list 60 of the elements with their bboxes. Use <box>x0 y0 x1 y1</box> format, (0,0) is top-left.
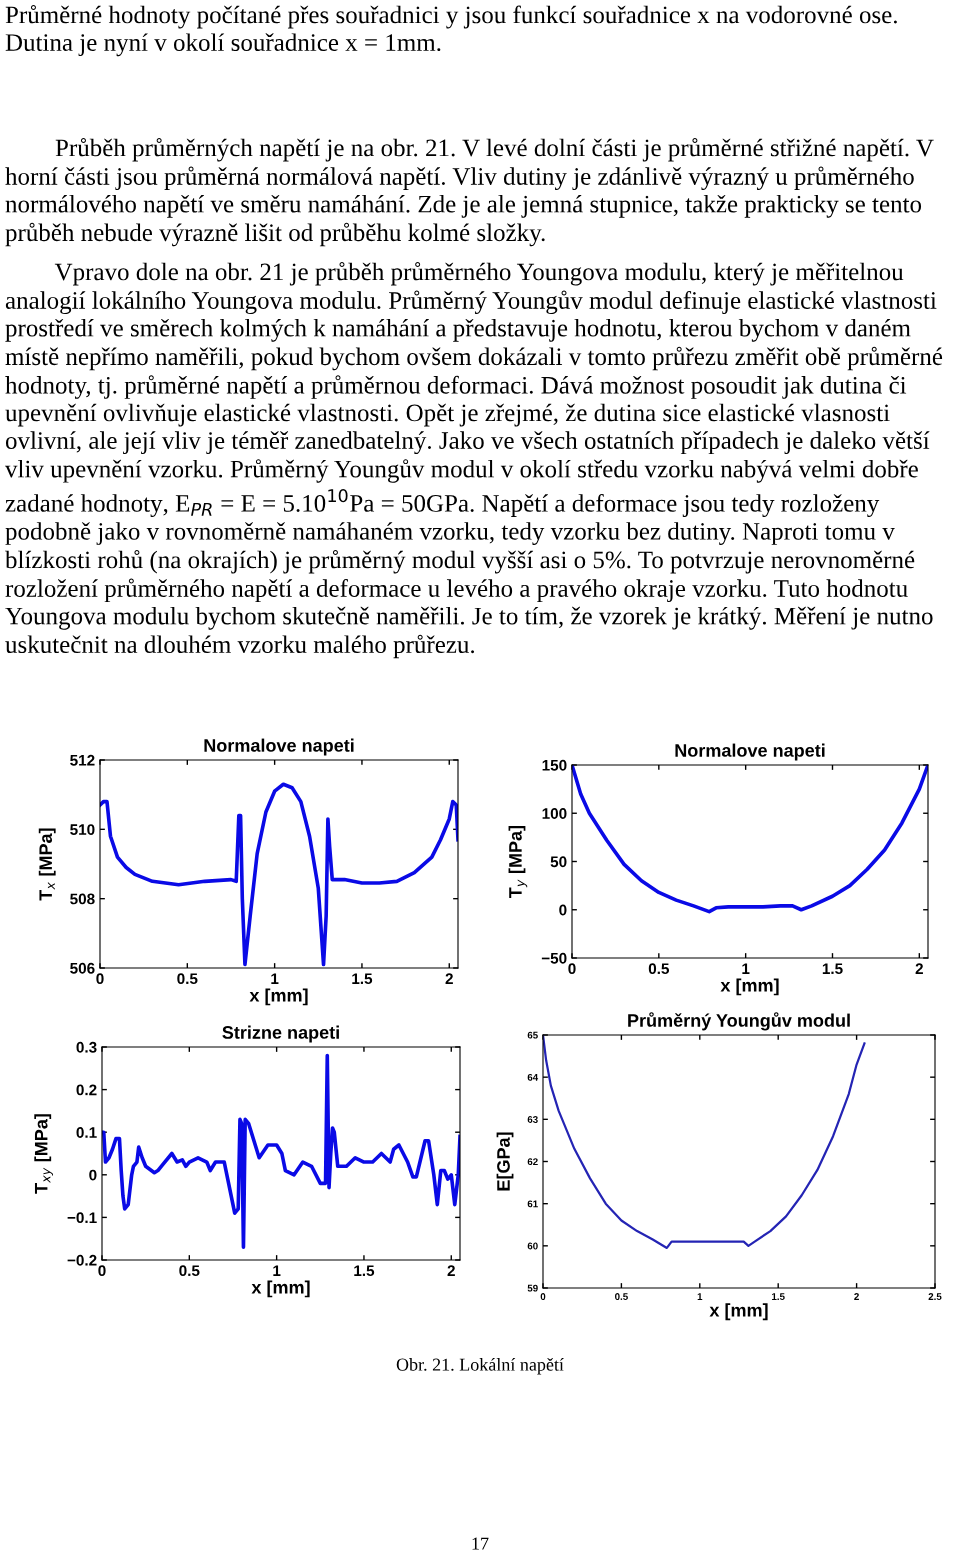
x-tick-label: 0.5 <box>179 1265 200 1277</box>
x-tick-label: 2 <box>447 1265 455 1276</box>
x-tick-label: 1 <box>697 1293 703 1300</box>
x-tick-label: 0 <box>568 963 576 975</box>
x-tick-label: 2.5 <box>928 1293 942 1300</box>
x-tick-label: 0 <box>98 1265 106 1277</box>
y-tick-label: 510 <box>70 824 95 836</box>
y-axis-title: T$_{xy}$ [MPa] <box>34 1114 53 1194</box>
x-tick-label: 1.5 <box>822 963 843 975</box>
x-tick-label: 0.5 <box>615 1293 628 1300</box>
x-axis-title: x [mm] <box>251 1280 310 1298</box>
y-tick-label: −50 <box>541 952 567 964</box>
x-tick-label: 0.5 <box>177 973 198 985</box>
y-tick-label: 508 <box>70 893 95 905</box>
y-axis-title: T$_{y}$ [MPa] <box>508 825 528 899</box>
text: Obr. 21. Lokální napětí <box>396 1358 564 1375</box>
x-tick-label: 1 <box>271 973 279 984</box>
x-tick-label: 2 <box>854 1293 859 1300</box>
y-tick-label: 0 <box>89 1169 97 1181</box>
y-tick-label: 512 <box>70 754 95 766</box>
y-tick-label: 506 <box>70 962 95 974</box>
y-tick-label: −0.2 <box>67 1254 97 1266</box>
x-tick-label: 1 <box>273 1265 281 1276</box>
text: Průběh průměrných napětí je na obr. 21. V levé dolní části je průměrné střižné napětí. V horní části jsou průměrná normálová napětí. Vliv dutiny je zdánlivě výrazný u průměrného normálového napětí ve směru namáhání. Zde je ale jemná stupnice, takže prakticky se tento průběh nebude výrazně lišit od průběhu kolmé složky. <box>5 138 934 247</box>
y-tick-label: 0 <box>559 904 567 916</box>
y-tick-label: 61 <box>527 1200 538 1208</box>
y-axis-title: T$_{x}$ [MPa] <box>38 828 56 901</box>
chart-title: Normalove napeti <box>204 738 354 756</box>
x-tick-label: 1 <box>742 963 750 974</box>
y-tick-label: 62 <box>527 1158 538 1166</box>
x-axis-title: x [mm] <box>249 988 308 1006</box>
y-tick-label: 0.2 <box>76 1084 97 1096</box>
y-tick-label: 65 <box>527 1031 538 1039</box>
y-axis-title: E[GPa] <box>496 1132 514 1191</box>
y-tick-label: 63 <box>527 1116 538 1123</box>
y-tick-label: −0.1 <box>67 1212 97 1224</box>
x-tick-label: 1.5 <box>772 1293 785 1300</box>
y-tick-label: 0.1 <box>76 1127 97 1138</box>
text: 17 <box>472 1537 489 1550</box>
chart-title: Normalove napeti <box>675 743 825 761</box>
x-tick-label: 2 <box>915 963 923 974</box>
x-tick-label: 2 <box>445 973 453 984</box>
text: Průměrné hodnoty počítané přes souřadnici y jsou funkcí souřadnice x na vodorovné ose. Dutina je nyní v okolí souřadnice x = 1mm. <box>5 5 897 57</box>
y-tick-label: 60 <box>527 1242 538 1250</box>
y-tick-label: 59 <box>527 1284 538 1292</box>
text: Vpravo dole na obr. 21 je průběh průměrného Youngova modulu, který je měřitelnou analogií lokálního Youngova modulu. Průměrný Youngův modul definuje elastické vlastnosti prostředí ve směrech kolmých k namáhání a představuje hodnotu, kterou bychom v daném místě nepřímo naměřili, pokud bychom ovšem dokázali v tomto průřezu změřit obě průměrné hodnoty, tj. průměrné napětí a průměrnou deformaci. Dává možnost posoudit jak dutina či upevnění ovlivňuje elastické vlastnosti. Opět je zřejmé, že dutina sice elastické vlasnosti ovlivní, ale její vliv je téměř zanedbatelný. Jako ve všech ostatních případech je daleko větší vliv upevnění vzorku. Průměrný Youngův modul v okolí středu vzorku nabývá velmi dobře zadané hodnoty, E$_{PR}$ = E = 5.10$^{10}$Pa = 50GPa. Napětí a deformace jsou tedy rozloženy podobně jako v rovnoměrně namáhaném vzorku, tedy vzorku bez dutiny. Naproti tomu v blízkosti rohů (na okrajích) je průměrný modul vyšší asi o 5%. To potvrzuje nerovnoměrné rozložení průměrného napětí a deformace u levého a pravého okraje vzorku. Tuto hodnotu Youngova modulu bychom skutečně naměřili. Je to tím, že vzorek je krátký. Měření je nutno uskutečnit na dlouhém vzorku malého průřezu. <box>5 262 943 659</box>
x-axis-title: x [mm] <box>720 978 779 996</box>
line-series <box>102 1053 460 1250</box>
y-tick-label: 64 <box>527 1073 539 1081</box>
y-tick-label: 50 <box>550 856 567 868</box>
x-tick-label: 0.5 <box>648 963 670 975</box>
chart-title: Strizne napeti <box>222 1025 339 1043</box>
x-axis-title: x [mm] <box>709 1303 768 1321</box>
line-series <box>543 1035 866 1250</box>
y-tick-label: 100 <box>542 808 567 819</box>
x-tick-label: 1.5 <box>354 1265 375 1277</box>
y-tick-label: 150 <box>542 759 567 771</box>
x-tick-label: 1.5 <box>352 973 373 985</box>
chart-title: Průměrný Youngův modul <box>628 1012 850 1031</box>
y-tick-label: 0.3 <box>76 1041 97 1053</box>
